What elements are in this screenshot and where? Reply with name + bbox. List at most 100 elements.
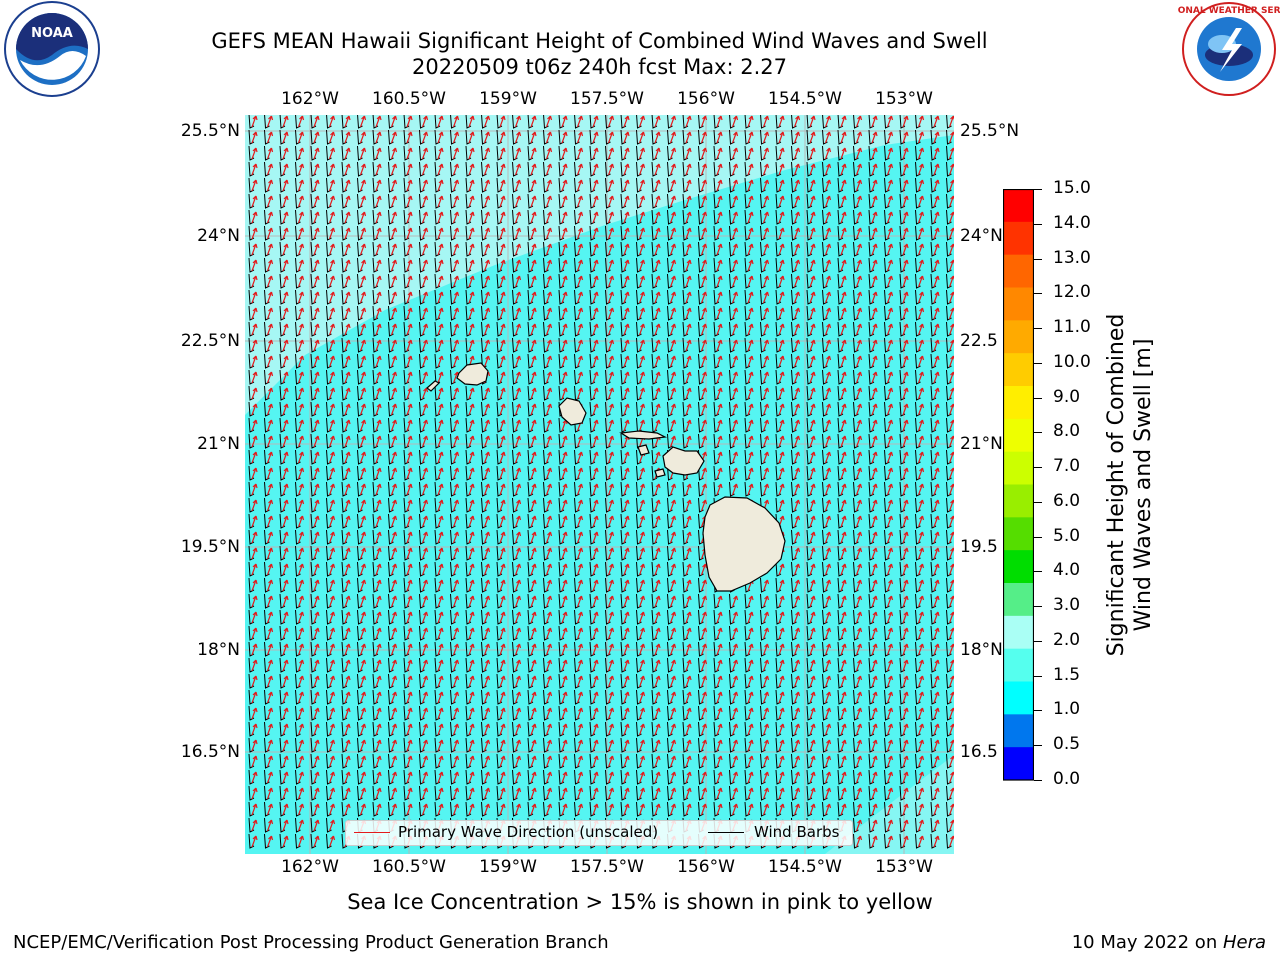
wave-arrow — [669, 291, 677, 304]
wave-arrow — [499, 147, 506, 160]
wave-arrow — [406, 195, 413, 208]
wave-arrow — [917, 163, 925, 176]
colorbar-tick-mark — [1034, 745, 1042, 747]
wave-arrow — [824, 195, 832, 208]
wave-arrow — [530, 179, 537, 192]
wave-arrow — [824, 179, 832, 192]
colorbar-tick: 1.0 — [1053, 699, 1081, 720]
wave-arrow — [530, 259, 537, 272]
wave-arrow — [406, 227, 413, 240]
wave-arrow — [716, 195, 723, 208]
wave-arrow — [762, 259, 770, 272]
wave-arrow — [328, 339, 336, 352]
colorbar-tick: 4.0 — [1053, 560, 1081, 581]
colorbar-tick: 14.0 — [1053, 212, 1091, 233]
wave-arrow — [452, 259, 460, 272]
wave-arrow — [468, 179, 475, 192]
wave-arrow — [375, 195, 382, 208]
wave-arrow — [855, 243, 863, 256]
wave-arrow — [654, 163, 661, 176]
wave-arrow — [561, 243, 568, 256]
wave-arrow — [452, 307, 460, 320]
wave-arrow — [685, 115, 692, 128]
wave-arrow — [499, 195, 506, 208]
wave-arrow — [824, 339, 832, 352]
wave-arrow — [716, 339, 723, 352]
wave-arrow — [266, 211, 274, 224]
wave-arrow — [266, 291, 274, 304]
wave-arrow — [251, 179, 258, 192]
wave-arrow — [933, 147, 940, 160]
wave-arrow — [840, 179, 847, 192]
wave-arrow — [251, 227, 258, 240]
wave-arrow — [917, 259, 925, 272]
legend-wave-label: Primary Wave Direction (unscaled) — [398, 823, 659, 841]
wave-arrow — [592, 227, 599, 240]
wave-arrow — [514, 355, 522, 368]
wave-arrow — [654, 115, 661, 128]
wave-arrow — [313, 115, 320, 128]
wave-arrow — [328, 179, 336, 192]
island-kahoolawe — [654, 468, 666, 478]
wave-arrow — [251, 275, 258, 288]
wave-arrow — [933, 211, 940, 224]
wave-arrow — [468, 211, 475, 224]
wave-arrow — [344, 163, 351, 176]
wave-arrow — [499, 243, 506, 256]
wave-arrow — [452, 115, 460, 128]
wave-arrow — [452, 243, 460, 256]
colorbar-tick-mark — [1034, 293, 1042, 295]
wave-arrow — [390, 147, 398, 160]
wave-arrow — [809, 275, 816, 288]
wave-arrow — [685, 259, 692, 272]
wave-arrow — [886, 179, 894, 192]
wave-arrow — [421, 339, 429, 352]
wave-arrow — [840, 339, 847, 352]
wave-arrow — [654, 147, 661, 160]
wave-arrow — [871, 307, 878, 320]
wave-arrow — [530, 147, 537, 160]
wave-arrow — [638, 259, 646, 272]
colorbar-tick: 13.0 — [1053, 247, 1091, 268]
wave-arrow — [902, 227, 909, 240]
wave-arrow — [328, 291, 336, 304]
wave-arrow — [452, 275, 460, 288]
lon-tick-bottom: 157.5°W — [570, 857, 644, 877]
wave-arrow — [762, 307, 770, 320]
wave-arrow — [313, 355, 320, 368]
wave-arrow — [948, 131, 954, 144]
wave-arrow — [514, 275, 522, 288]
chart-subtitle: 20220509 t06z 240h fcst Max: 2.27 — [412, 55, 787, 79]
wave-arrow — [824, 163, 832, 176]
wave-arrow — [669, 211, 677, 224]
wave-arrow — [948, 307, 954, 320]
wave-arrow — [251, 211, 258, 224]
wave-arrow — [716, 163, 723, 176]
wave-arrow — [840, 131, 847, 144]
wave-arrow — [561, 195, 568, 208]
wave-arrow — [809, 291, 816, 304]
wave-arrow — [731, 227, 739, 240]
wave-arrow — [809, 211, 816, 224]
lat-tick-left: 21°N — [197, 434, 240, 454]
wave-arrow — [266, 307, 274, 320]
wave-arrow — [638, 131, 646, 144]
wave-arrow — [313, 147, 320, 160]
colorbar-tick: 5.0 — [1053, 525, 1081, 546]
wave-arrow — [747, 163, 754, 176]
wave-arrow — [266, 339, 274, 352]
wave-arrow — [917, 243, 925, 256]
wave-arrow — [266, 147, 274, 160]
wave-arrow — [793, 179, 801, 192]
wave-arrow — [359, 259, 367, 272]
wave-arrow — [452, 163, 460, 176]
colorbar-tick-mark — [1034, 467, 1042, 469]
wave-arrow — [607, 163, 615, 176]
wave-arrow — [514, 243, 522, 256]
wave-arrow — [824, 147, 832, 160]
wave-arrow — [437, 307, 444, 320]
wave-arrow — [871, 147, 878, 160]
colorbar-block — [1003, 681, 1034, 715]
wave-arrow — [576, 323, 584, 336]
wave-arrow — [530, 291, 537, 304]
